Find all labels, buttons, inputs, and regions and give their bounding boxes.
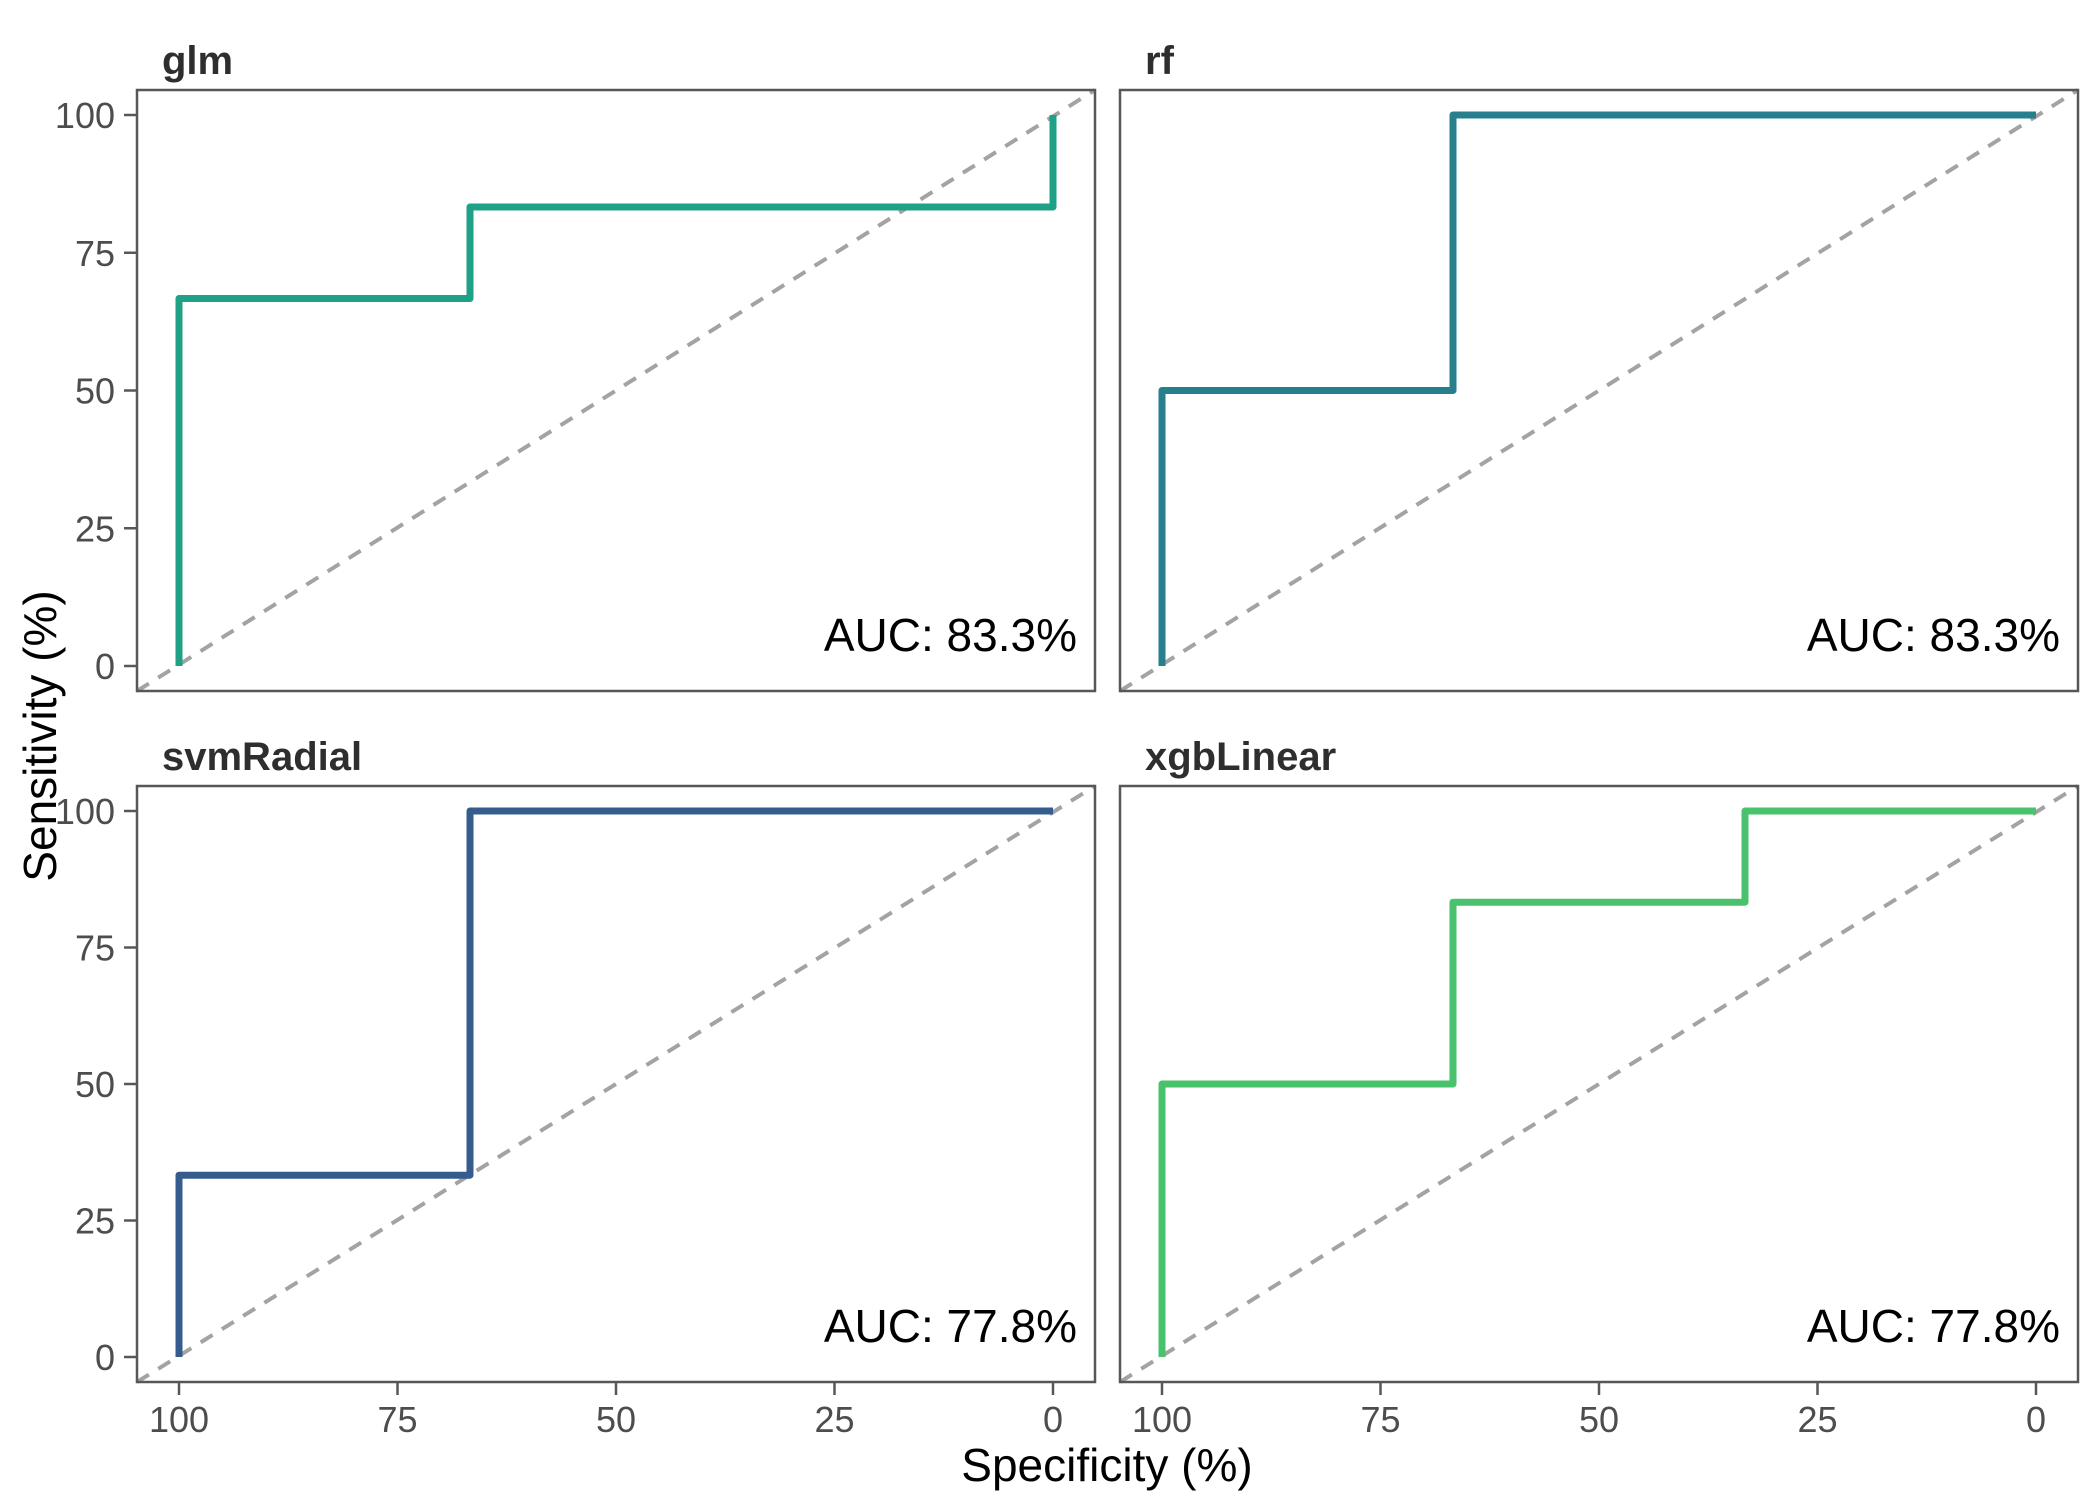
panel-rf: rf AUC: 83.3% <box>1118 39 2080 693</box>
y-tick-label: 0 <box>95 1337 115 1378</box>
auc-label: AUC: 83.3% <box>824 609 1077 661</box>
diagonal-reference-line <box>1118 88 2080 693</box>
x-tick-label: 0 <box>1043 1399 1063 1440</box>
facet-title: svmRadial <box>162 735 362 779</box>
auc-label: AUC: 77.8% <box>1807 1300 2060 1352</box>
facet-title: xgbLinear <box>1145 735 1336 779</box>
panel-grid: glm AUC: 83.3% 0 25 50 75 100 rf AUC: 83.3% svmRa… <box>55 39 2080 1440</box>
y-tick-label: 25 <box>75 1201 115 1242</box>
panel-glm: glm AUC: 83.3% 0 25 50 75 100 <box>55 39 1097 693</box>
x-tick-label: 100 <box>149 1399 209 1440</box>
x-tick-label: 100 <box>1132 1399 1192 1440</box>
roc-curve-rf <box>1158 111 2036 666</box>
x-tick-label: 75 <box>1360 1399 1400 1440</box>
roc-curve-glm <box>175 115 1057 666</box>
x-tick-label: 0 <box>2026 1399 2046 1440</box>
y-tick-label: 100 <box>55 95 115 136</box>
auc-label: AUC: 83.3% <box>1807 609 2060 661</box>
y-tick-label: 75 <box>75 233 115 274</box>
panel-xgbLinear: xgbLinear AUC: 77.8% 100 75 50 25 0 <box>1118 735 2080 1440</box>
panel-svmRadial: svmRadial AUC: 77.8% 0 25 50 75 100 100 75 50 25 0 <box>55 735 1097 1440</box>
y-tick-label: 100 <box>55 791 115 832</box>
x-tick-label: 50 <box>596 1399 636 1440</box>
x-tick-label: 50 <box>1579 1399 1619 1440</box>
diagonal-reference-line <box>135 88 1097 693</box>
roc-curve-svmRadial <box>175 807 1053 1357</box>
y-axis-title: Sensitivity (%) <box>14 590 66 881</box>
y-tick-label: 50 <box>75 1064 115 1105</box>
y-tick-label: 25 <box>75 508 115 549</box>
diagonal-reference-line <box>135 784 1097 1384</box>
x-tick-label: 75 <box>377 1399 417 1440</box>
x-axis-title: Specificity (%) <box>961 1439 1252 1491</box>
x-tick-label: 25 <box>1797 1399 1837 1440</box>
y-tick-label: 0 <box>95 646 115 687</box>
auc-label: AUC: 77.8% <box>824 1300 1077 1352</box>
facet-title: rf <box>1145 39 1175 83</box>
facet-title: glm <box>162 39 233 83</box>
panel-border <box>1118 88 2080 693</box>
roc-curve-xgbLinear <box>1158 807 2036 1357</box>
y-tick-label: 50 <box>75 371 115 412</box>
y-tick-label: 75 <box>75 928 115 969</box>
x-tick-label: 25 <box>814 1399 854 1440</box>
diagonal-reference-line <box>1118 784 2080 1384</box>
